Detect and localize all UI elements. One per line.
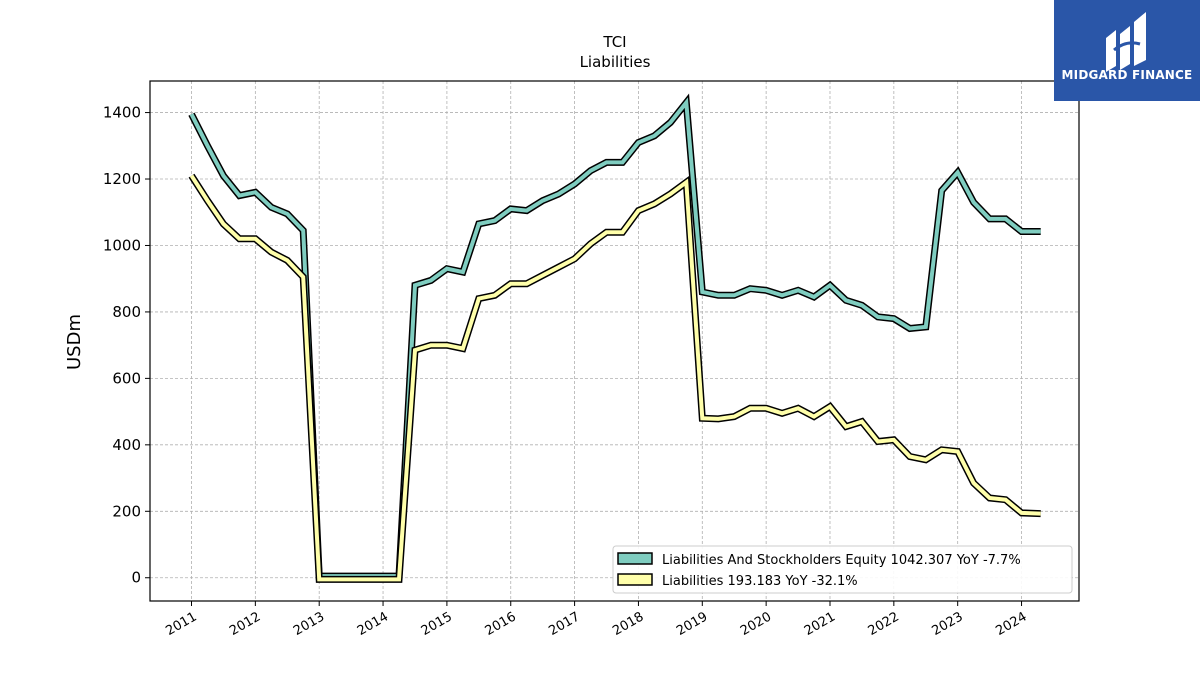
x-tick-label: 2014 [355,609,391,639]
x-tick-label: 2016 [483,609,519,639]
x-tick-label: 2022 [866,609,902,639]
legend-label-liabilities: Liabilities 193.183 YoY -32.1% [662,574,858,589]
chart-title: TCI [602,33,626,51]
logo-mark-icon [1106,12,1146,72]
legend-label-equity: Liabilities And Stockholders Equity 1042… [662,553,1021,568]
y-axis-label: USDm [64,314,85,370]
y-tick-label: 200 [112,502,141,520]
chart-subtitle: Liabilities [580,53,651,71]
y-tick-label: 800 [112,303,141,321]
legend-swatch-liabilities [617,573,653,586]
x-tick-label: 2015 [419,609,455,639]
x-tick-label: 2020 [738,609,774,639]
y-tick-label: 0 [131,569,141,587]
y-tick-label: 1200 [103,170,141,188]
x-tick-label: 2017 [546,609,582,639]
x-tick-label: 2024 [993,609,1029,639]
grid [150,81,1079,601]
brand-logo: MIDGARD FINANCE [1054,0,1200,101]
x-tick-label: 2011 [163,609,199,639]
legend: Liabilities And Stockholders Equity 1042… [612,545,1073,594]
series-liabilities-line [189,174,1041,582]
y-tick-label: 1000 [103,236,141,254]
x-tick-label: 2013 [291,609,327,639]
y-tick-label: 400 [112,436,141,454]
x-tick-label: 2018 [610,609,646,639]
series-group [188,93,1041,583]
x-tick-label: 2021 [802,609,838,639]
legend-box [612,545,1073,594]
brand-name: MIDGARD FINANCE [1061,68,1193,82]
x-axis: 2011 2012 2013 2014 2015 2016 2017 2018 2019 2020… [163,601,1030,639]
legend-swatch-equity [617,552,653,565]
y-axis: 0 200 400 600 800 1000 1200 1400 [103,104,150,587]
x-tick-label: 2019 [674,609,710,639]
x-tick-label: 2012 [227,609,263,639]
x-tick-label: 2023 [930,609,966,639]
y-tick-label: 600 [112,369,141,387]
plot-frame [149,80,1080,602]
y-tick-label: 1400 [103,104,141,122]
